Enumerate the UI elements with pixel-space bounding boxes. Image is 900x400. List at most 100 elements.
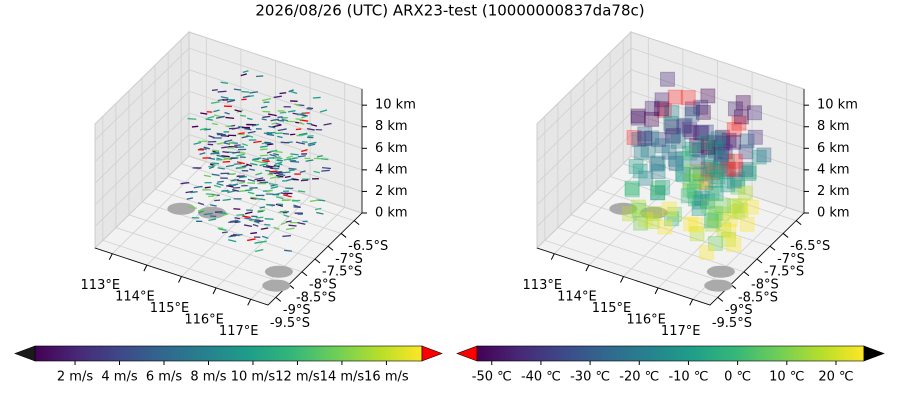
voxel bbox=[628, 159, 644, 175]
wind-arrow bbox=[193, 185, 203, 189]
voxel bbox=[701, 150, 717, 166]
colorbar bbox=[34, 345, 423, 362]
voxel bbox=[719, 153, 735, 169]
wind-arrow bbox=[283, 157, 292, 161]
voxel bbox=[692, 166, 708, 182]
wind-arrow bbox=[226, 99, 236, 103]
wind-arrow bbox=[247, 117, 253, 121]
voxel bbox=[688, 217, 704, 233]
voxel bbox=[706, 211, 722, 227]
y-tick-label: -6.5°S bbox=[790, 239, 830, 254]
voxel bbox=[717, 144, 733, 160]
voxel bbox=[665, 127, 681, 143]
wind-arrow bbox=[211, 173, 220, 176]
tick-mark bbox=[782, 233, 789, 238]
voxel bbox=[705, 165, 721, 181]
x-tick-label: 116°E bbox=[184, 312, 224, 327]
wind-arrow bbox=[247, 178, 256, 182]
wind-arrow bbox=[257, 210, 264, 213]
wind-arrow bbox=[223, 142, 231, 145]
colorbar-tick-label: 8 m/s bbox=[190, 370, 226, 385]
wind-arrow bbox=[214, 199, 221, 202]
wind-arrow bbox=[208, 157, 216, 160]
voxel bbox=[703, 213, 719, 229]
voxel bbox=[709, 162, 725, 178]
wind-arrow bbox=[213, 109, 220, 113]
wind-arrow bbox=[228, 239, 237, 243]
wind-arrow bbox=[210, 101, 220, 104]
voxel bbox=[655, 179, 671, 195]
tick-mark bbox=[301, 271, 308, 277]
wind-arrow bbox=[199, 127, 208, 131]
wind-arrow bbox=[295, 118, 303, 121]
voxel bbox=[640, 142, 656, 158]
wind-arrow bbox=[316, 155, 323, 158]
voxel bbox=[656, 103, 672, 119]
y-tick-label: -7°S bbox=[335, 252, 363, 267]
voxel bbox=[684, 141, 700, 157]
tick-mark bbox=[585, 264, 590, 272]
colorbar-extend-low bbox=[456, 345, 478, 362]
wind-arrow bbox=[321, 158, 329, 161]
voxel bbox=[649, 156, 665, 172]
wind-arrow bbox=[200, 112, 208, 115]
wind-arrow bbox=[198, 209, 206, 212]
voxel bbox=[682, 182, 698, 198]
voxel bbox=[737, 185, 753, 201]
figure-title: 2026/08/26 (UTC) ARX23-test (10000000837… bbox=[255, 2, 644, 20]
z-tick-label: 10 km bbox=[817, 98, 858, 113]
voxel bbox=[713, 150, 729, 166]
voxel bbox=[675, 166, 691, 182]
wind-arrow bbox=[234, 219, 241, 223]
x-tick-label: 115°E bbox=[592, 301, 632, 316]
wind-arrow bbox=[276, 157, 283, 160]
wind-arrow bbox=[297, 221, 306, 225]
colorbar-tick-label: 10 m/s bbox=[231, 370, 276, 385]
voxel bbox=[741, 164, 757, 180]
voxel bbox=[682, 174, 698, 190]
wind-arrow bbox=[269, 172, 276, 175]
voxel bbox=[735, 95, 751, 111]
wind-arrow bbox=[222, 151, 229, 154]
z-tick-label: 8 km bbox=[817, 119, 850, 134]
wind-arrow bbox=[241, 143, 248, 147]
voxel bbox=[689, 226, 705, 242]
y-tick-label: -8.5°S bbox=[738, 290, 778, 305]
wind-arrow bbox=[266, 203, 274, 207]
wind-arrow bbox=[221, 231, 228, 234]
grid-line bbox=[536, 112, 805, 206]
wind-arrow bbox=[224, 111, 230, 115]
wind-arrow bbox=[210, 151, 220, 155]
voxel bbox=[622, 206, 638, 222]
wind-arrow bbox=[276, 162, 283, 166]
voxel bbox=[739, 216, 755, 232]
voxel bbox=[726, 236, 742, 252]
x-tick-label: 115°E bbox=[150, 301, 190, 316]
wind-arrow bbox=[251, 158, 260, 161]
colorbar-tick-label: 16 m/s bbox=[364, 370, 409, 385]
wind-arrow bbox=[264, 218, 274, 220]
voxel bbox=[657, 219, 673, 235]
colorbar-extend-low bbox=[14, 345, 36, 362]
voxel bbox=[644, 130, 660, 146]
wind-arrow bbox=[204, 128, 211, 131]
colorbar-tick-label: -40 ℃ bbox=[521, 370, 561, 385]
colorbar-tick-label: 20 ℃ bbox=[818, 370, 853, 385]
voxel bbox=[676, 119, 692, 135]
wind-arrow bbox=[259, 206, 266, 209]
wind-arrow bbox=[250, 196, 258, 199]
wind-arrow bbox=[240, 114, 246, 117]
voxel bbox=[693, 125, 709, 141]
wind-arrow bbox=[225, 164, 235, 168]
colorbar-extend-high bbox=[863, 345, 885, 362]
voxel bbox=[712, 158, 728, 174]
tick-mark bbox=[327, 245, 334, 251]
wind-arrow bbox=[247, 238, 256, 242]
voxel bbox=[686, 183, 702, 199]
voxel bbox=[650, 155, 666, 171]
wind-arrow bbox=[211, 149, 220, 152]
voxel bbox=[741, 166, 757, 182]
land-shadow bbox=[639, 206, 668, 219]
wind-arrow bbox=[296, 112, 306, 116]
wind-arrow bbox=[227, 190, 237, 194]
